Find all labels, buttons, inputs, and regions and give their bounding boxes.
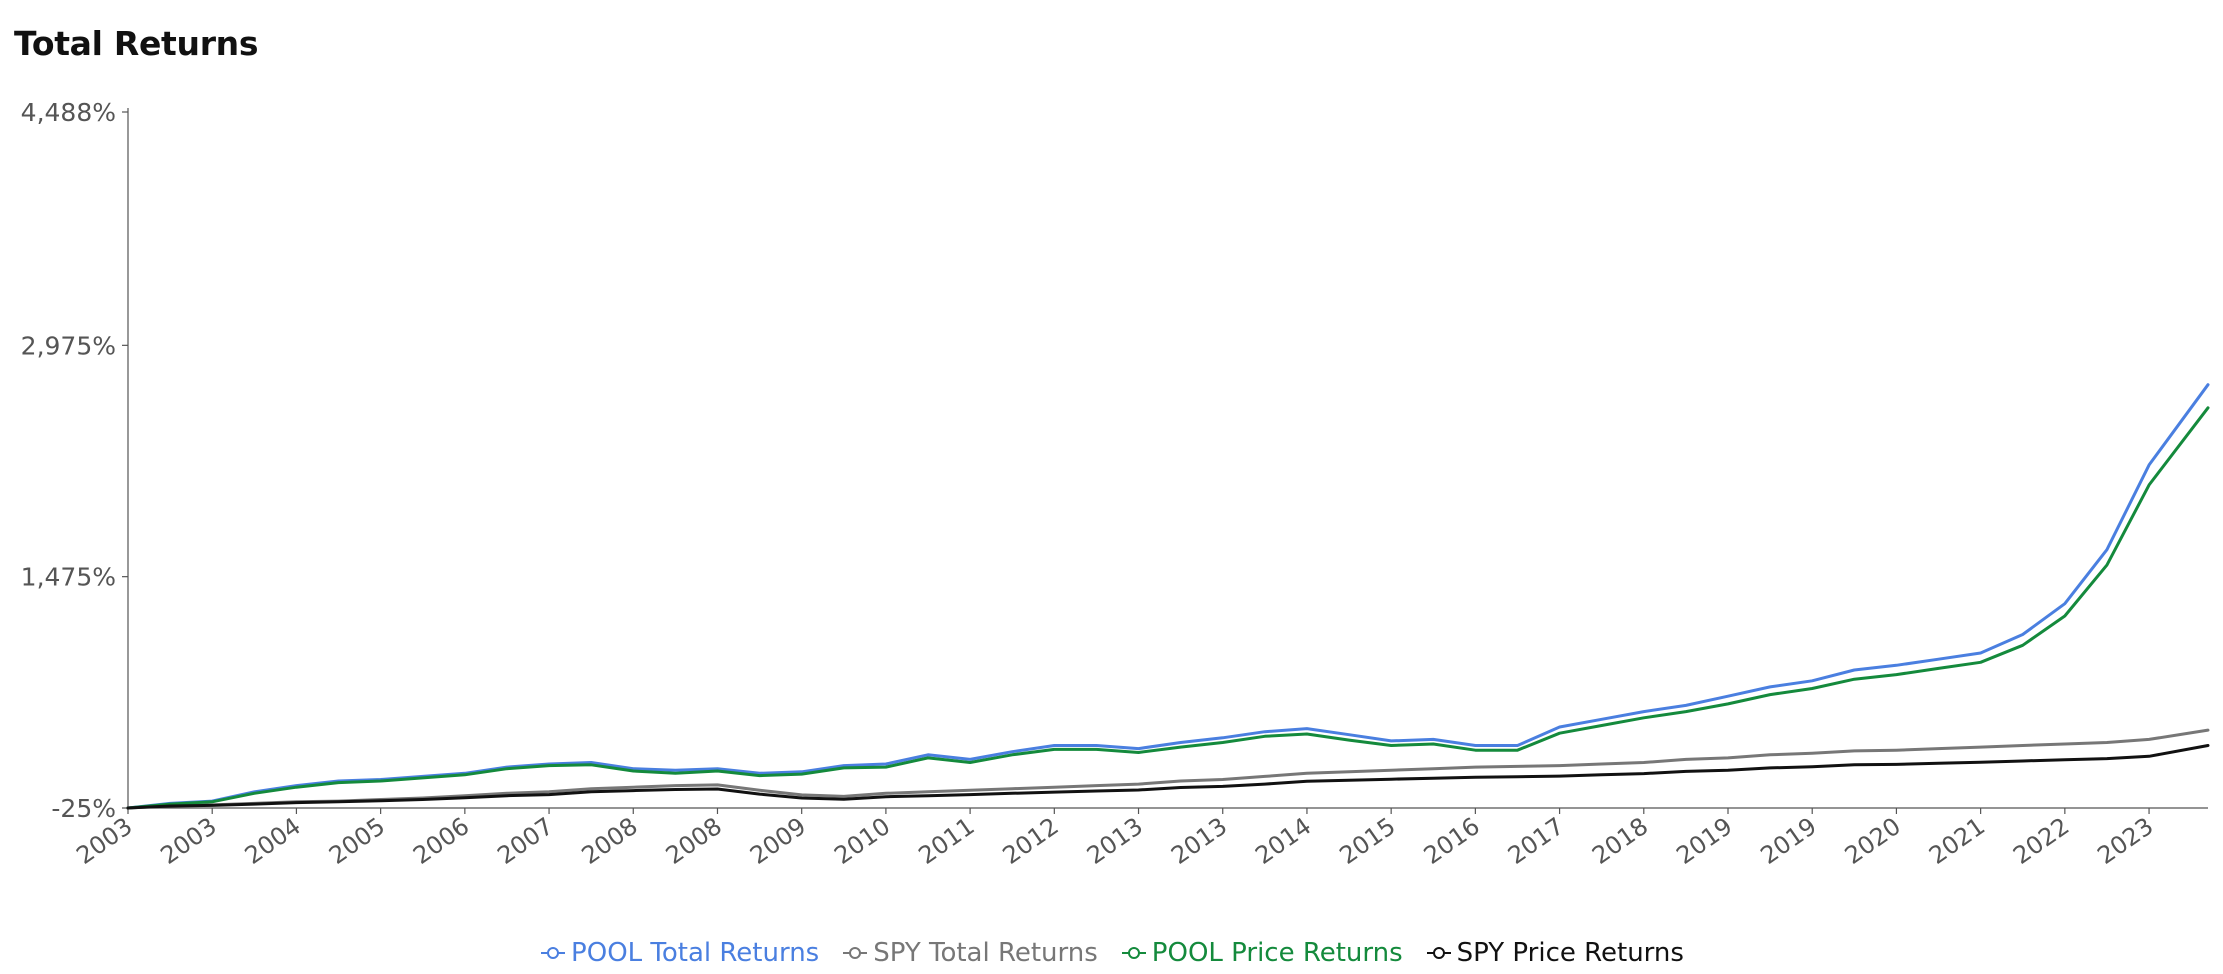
legend-item-pool-price-returns[interactable]: POOL Price Returns — [1120, 936, 1403, 970]
chart-title: Total Returns — [14, 24, 259, 63]
legend-label: SPY Total Returns — [873, 938, 1098, 968]
legend-item-spy-price-returns[interactable]: SPY Price Returns — [1425, 936, 1684, 970]
y-tick-label: 1,475% — [21, 563, 116, 592]
x-tick-label: 2017 — [1503, 812, 1569, 870]
x-tick-label: 2023 — [2092, 812, 2158, 870]
series-line-pool-total-returns — [126, 383, 2210, 810]
legend-marker-icon — [541, 947, 566, 959]
series-line-pool-price-returns — [126, 406, 2210, 810]
series-line-spy-price-returns — [126, 744, 2210, 810]
legend-marker-icon — [843, 947, 868, 959]
x-tick-label: 2008 — [661, 812, 727, 870]
y-tick-label: 2,975% — [21, 331, 116, 360]
legend-label: POOL Total Returns — [571, 938, 820, 968]
x-tick-label: 2006 — [408, 812, 474, 870]
x-tick-label: 2008 — [577, 812, 643, 870]
x-tick-label: 2007 — [492, 812, 558, 870]
legend-item-pool-total-returns[interactable]: POOL Total Returns — [539, 936, 819, 970]
chart-legend: POOL Total Returns SPY Total Returns POOL … — [0, 936, 2223, 970]
x-tick-label: 2018 — [1587, 812, 1653, 870]
x-tick-label: 2004 — [240, 812, 306, 870]
x-tick-label: 2013 — [1166, 812, 1232, 870]
legend-label: POOL Price Returns — [1151, 938, 1403, 968]
y-tick-label: -25% — [51, 794, 116, 823]
x-tick-label: 2012 — [998, 812, 1064, 870]
x-tick-label: 2019 — [1671, 812, 1737, 870]
legend-marker-icon — [1121, 947, 1146, 959]
x-tick-label: 2021 — [1924, 812, 1990, 870]
returns-chart: -25%1,475%2,975%4,488% 2003 2003 2004 2005 2… — [21, 98, 2210, 870]
legend-item-spy-total-returns[interactable]: SPY Total Returns — [841, 936, 1098, 970]
x-tick-label: 2014 — [1250, 812, 1316, 870]
x-tick-label: 2009 — [745, 812, 811, 870]
x-tick-label: 2013 — [1082, 812, 1148, 870]
series-layer — [126, 383, 2210, 810]
x-tick-label: 2005 — [324, 812, 390, 870]
series-line-spy-total-returns — [126, 728, 2210, 810]
legend-label: SPY Price Returns — [1456, 938, 1684, 968]
y-tick-label: 4,488% — [21, 98, 116, 127]
x-tick-label: 2015 — [1335, 812, 1401, 870]
x-axis: 2003 2003 2004 2005 2006 2007 2008 2008 2009 2010… — [71, 807, 2208, 870]
x-tick-label: 2011 — [913, 812, 979, 870]
legend-marker-icon — [1426, 947, 1451, 959]
x-tick-label: 2010 — [829, 812, 895, 870]
y-axis: -25% 1,475% 2,975% 4,488% — [21, 98, 129, 823]
x-tick-label: 2022 — [2008, 812, 2074, 870]
x-tick-label: 2016 — [1419, 812, 1485, 870]
x-tick-label: 2020 — [1840, 812, 1906, 870]
x-tick-label: 2003 — [156, 812, 222, 870]
x-tick-label: 2019 — [1756, 812, 1822, 870]
